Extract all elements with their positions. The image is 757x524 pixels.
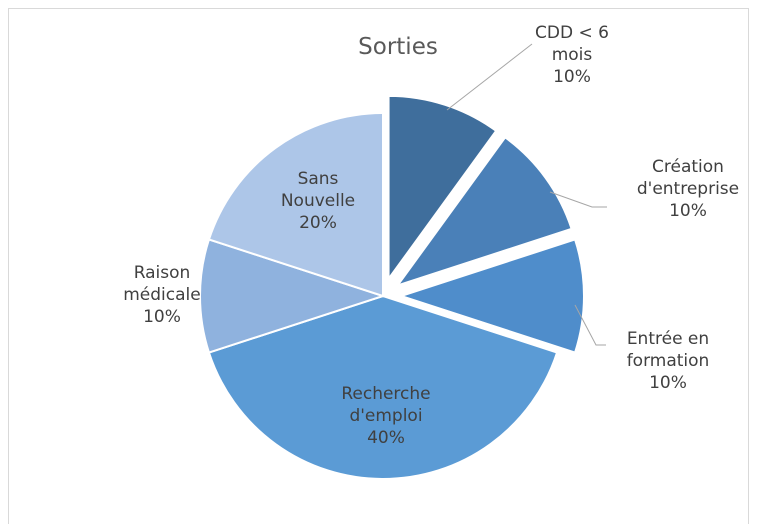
leader-line (446, 43, 533, 111)
value-label: 10% (669, 201, 707, 221)
data-label: CDD < 6 mois 10% (527, 22, 617, 88)
pie-slice (397, 238, 585, 354)
value-label: 20% (299, 213, 337, 233)
data-label: Raison médicale 10% (112, 262, 212, 328)
category-label: Sans Nouvelle (280, 169, 356, 211)
value-label: 40% (367, 428, 405, 448)
category-label: CDD < 6 mois (535, 23, 609, 65)
data-label: Recherche d'emploi 40% (326, 383, 446, 449)
value-label: 10% (553, 67, 591, 87)
data-label: Entrée en formation 10% (613, 328, 723, 394)
category-label: Création d'entreprise (636, 157, 740, 199)
value-label: 10% (143, 307, 181, 327)
pie-slice (199, 238, 387, 354)
chart-title: Sorties (358, 34, 438, 60)
pie-slice (387, 94, 498, 282)
data-label: Sans Nouvelle 20% (273, 168, 363, 234)
leader-line (574, 304, 606, 346)
pie-slice (207, 111, 384, 298)
pie-slice (207, 294, 559, 480)
leader-line (549, 191, 607, 208)
value-label: 10% (649, 373, 687, 393)
pie-slice (394, 135, 573, 288)
category-label: Raison médicale (123, 263, 201, 305)
category-label: Recherche d'emploi (341, 384, 431, 426)
chart-frame (8, 8, 749, 524)
data-label: Création d'entreprise 10% (623, 156, 753, 222)
category-label: Entrée en formation (626, 329, 710, 371)
